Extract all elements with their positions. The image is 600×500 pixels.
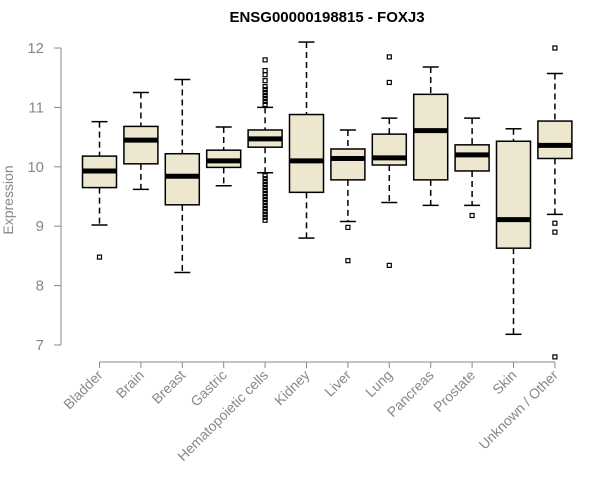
outlier-point xyxy=(262,72,268,78)
box-group xyxy=(164,78,201,274)
outlier-point xyxy=(262,190,268,197)
outlier-point xyxy=(552,229,558,235)
outlier-point xyxy=(262,184,268,191)
box-group xyxy=(123,91,159,191)
box-group xyxy=(454,117,490,219)
x-tick-label: Skin xyxy=(489,367,520,398)
box-group xyxy=(537,45,573,360)
outlier-point xyxy=(262,173,268,179)
y-tick-label: 12 xyxy=(27,40,44,57)
outlier-point xyxy=(262,176,268,182)
box-group xyxy=(247,57,283,223)
box-group xyxy=(412,66,449,207)
box-group xyxy=(495,128,532,336)
x-tick-label: Kidney xyxy=(271,367,313,409)
outlier-point xyxy=(262,208,268,214)
iqr-box xyxy=(288,113,325,194)
y-tick-label: 8 xyxy=(36,278,44,295)
outlier-point xyxy=(262,211,268,217)
outlier-point xyxy=(386,54,392,60)
outlier-point xyxy=(262,101,268,108)
x-tick-label: Unknown / Other xyxy=(475,367,561,453)
outlier-point xyxy=(262,205,268,211)
outlier-point xyxy=(345,224,351,230)
outlier-point xyxy=(262,187,268,194)
x-tick-label: Prostate xyxy=(430,367,478,415)
y-tick-label: 11 xyxy=(28,99,44,116)
box-group xyxy=(371,54,408,269)
boxes xyxy=(81,41,573,360)
outlier-point xyxy=(552,220,558,226)
outlier-point xyxy=(262,196,268,203)
outlier-point xyxy=(262,92,268,99)
y-ticks: 7 8 9 10 11 12 xyxy=(27,40,61,354)
y-tick-label: 7 xyxy=(36,337,44,354)
iqr-box xyxy=(412,93,449,181)
y-tick-label: 10 xyxy=(27,159,44,176)
x-tick-label: Breast xyxy=(148,367,188,407)
outlier-point xyxy=(262,182,268,188)
outlier-point xyxy=(262,199,268,206)
outlier-point xyxy=(386,79,392,86)
outlier-point xyxy=(262,57,268,63)
outlier-point xyxy=(262,95,268,102)
iqr-box xyxy=(454,144,490,172)
iqr-box xyxy=(123,125,159,165)
outlier-point xyxy=(469,212,475,219)
outlier-point xyxy=(262,86,268,93)
outlier-point xyxy=(262,179,268,185)
x-tick-label: Liver xyxy=(321,367,354,400)
iqr-box xyxy=(537,120,573,160)
outlier-point xyxy=(262,98,268,105)
iqr-box xyxy=(330,148,366,181)
outlier-point xyxy=(262,193,268,200)
outlier-point xyxy=(552,45,558,51)
x-tick-label: Lung xyxy=(362,367,395,400)
outlier-point xyxy=(552,354,558,360)
y-axis-label: Expression xyxy=(0,165,16,234)
outlier-point xyxy=(262,217,268,223)
x-tick-label: Bladder xyxy=(60,367,106,413)
iqr-box xyxy=(495,140,532,249)
outlier-point xyxy=(262,67,268,74)
chart-title: ENSG00000198815 - FOXJ3 xyxy=(229,9,424,26)
outlier-point xyxy=(386,262,392,269)
outlier-point xyxy=(262,214,268,220)
box-group xyxy=(330,129,366,264)
box-group xyxy=(81,120,118,260)
box-group xyxy=(288,41,325,239)
outlier-point xyxy=(262,84,268,90)
box-group xyxy=(205,126,242,187)
y-tick-label: 9 xyxy=(36,218,44,235)
x-tick-label: Brain xyxy=(113,367,147,401)
outlier-point xyxy=(96,254,103,260)
outlier-point xyxy=(262,202,268,209)
outlier-point xyxy=(262,78,268,84)
outlier-point xyxy=(345,258,351,264)
iqr-box xyxy=(164,152,201,206)
outlier-point xyxy=(262,89,268,96)
